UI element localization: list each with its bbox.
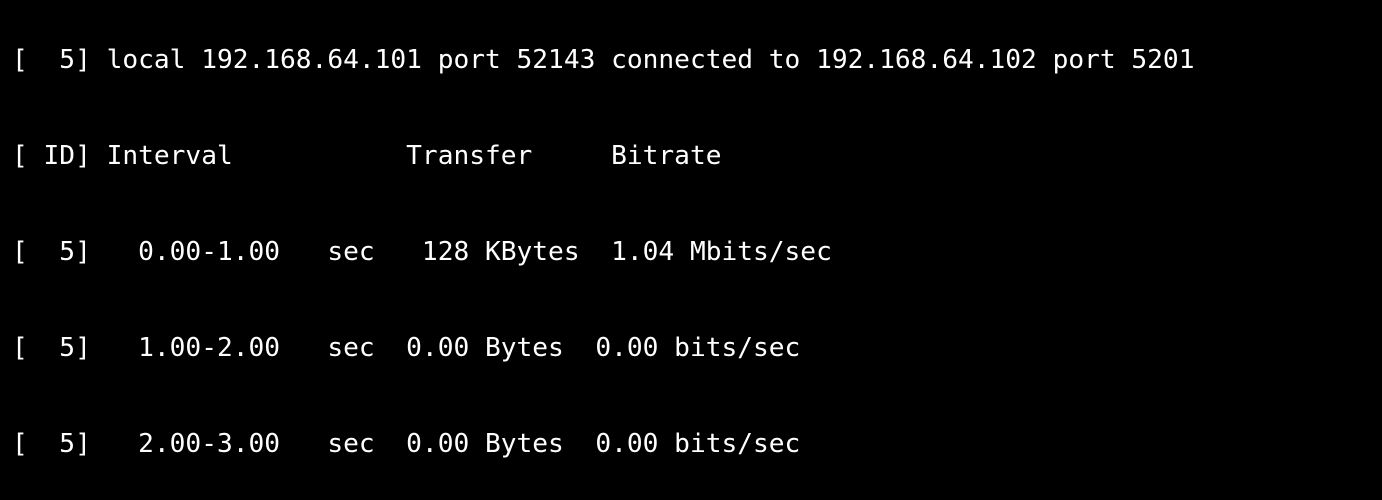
terminal-line-interval: [ 5] 0.00-1.00 sec 128 KBytes 1.04 Mbits… (12, 237, 832, 267)
terminal-output: [ 5] local 192.168.64.101 port 52143 con… (12, 0, 1242, 500)
terminal-line-header: [ ID] Interval Transfer Bitrate (12, 141, 722, 171)
terminal-line-connection: [ 5] local 192.168.64.101 port 52143 con… (12, 45, 1195, 75)
terminal-line-interval: [ 5] 2.00-3.00 sec 0.00 Bytes 0.00 bits/… (12, 429, 801, 459)
terminal-line-interval: [ 5] 1.00-2.00 sec 0.00 Bytes 0.00 bits/… (12, 333, 801, 363)
